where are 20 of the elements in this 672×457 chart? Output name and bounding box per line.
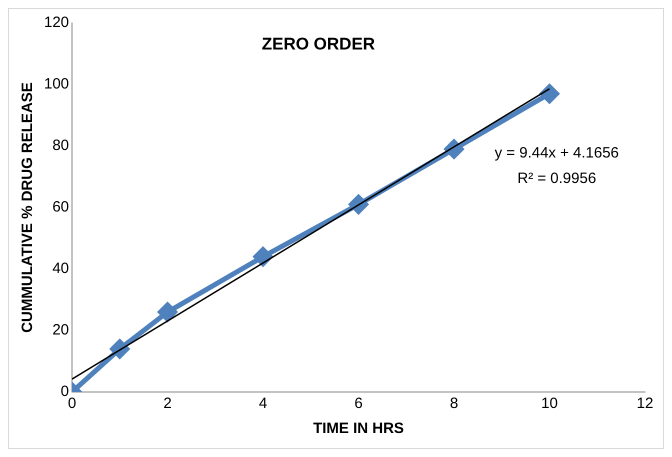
x-tick-label: 8 [450,395,458,412]
x-axis-title: TIME IN HRS [313,420,404,438]
y-tick-label: 80 [52,137,70,154]
y-tick-label: 40 [52,260,70,278]
point [254,247,273,266]
y-tick-label: 0 [60,383,70,400]
x-tick-label: 2 [163,395,172,412]
annotation: y = 9.44x + 4.1656 [494,144,619,162]
x-tick-label: 4 [258,395,268,412]
y-tick-label: 120 [44,14,70,32]
x-tick-label: 10 [541,395,558,412]
annotation: R² = 0.9956 [517,170,596,188]
y-tick-label: 100 [44,76,70,93]
text: ZERO ORDER [262,34,376,54]
y-axis-title: CUMMULATIVE % DRUG RELEASE [19,82,36,333]
point [158,302,178,322]
y-tick-label: 20 [52,322,70,339]
y-tick-label: 60 [52,198,70,216]
x-tick-label: 6 [354,395,363,412]
x-tick-label: 12 [636,395,654,412]
